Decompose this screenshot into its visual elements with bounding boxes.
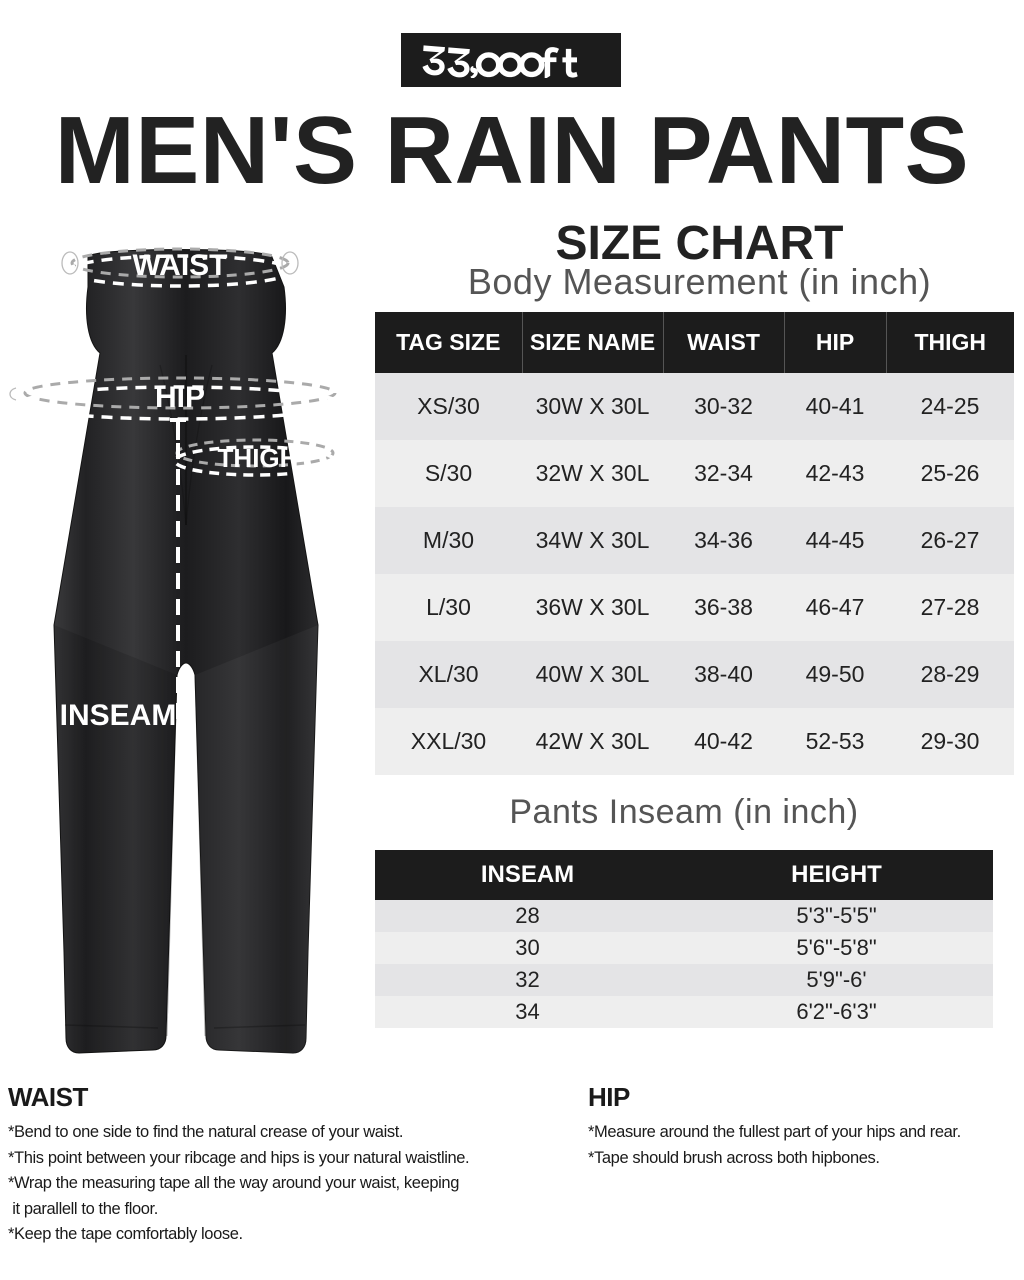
svg-text:HIP: HIP <box>155 381 205 414</box>
svg-text:INSEAM: INSEAM <box>60 699 177 732</box>
svg-text:WAIST: WAIST <box>133 249 228 282</box>
svg-text:THIGH: THIGH <box>218 443 299 473</box>
